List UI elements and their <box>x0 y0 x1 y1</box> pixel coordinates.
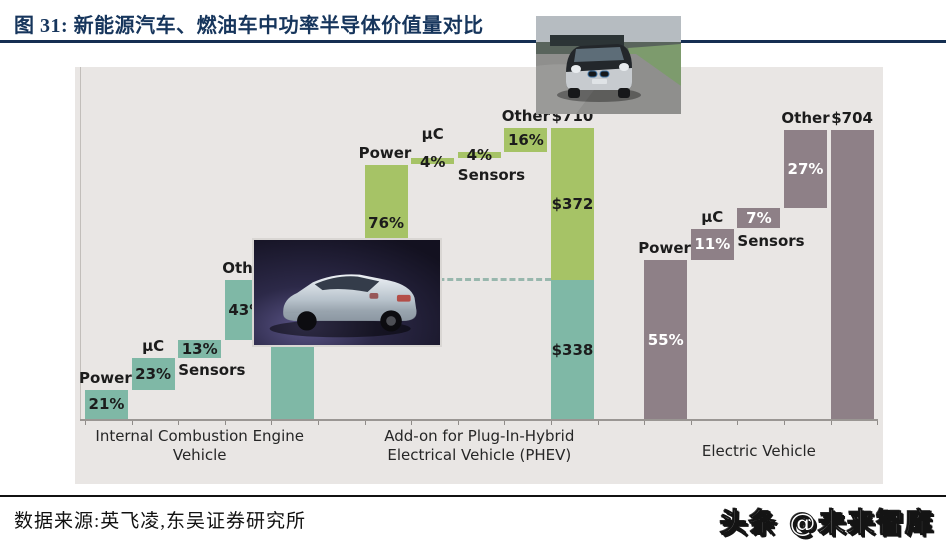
segment-bar-sensors <box>457 152 501 159</box>
axis-tick <box>271 421 273 425</box>
axis-tick <box>364 421 366 425</box>
phev-car-image <box>252 238 442 347</box>
title-divider-line <box>0 40 946 43</box>
axis-tick <box>178 421 180 425</box>
ev-car-image <box>536 16 681 114</box>
figure-title-text: 新能源汽车、燃油车中功率半导体价值量对比 <box>73 15 484 37</box>
segment-pct-label: 13% <box>181 340 218 358</box>
segment-bar-µc <box>411 158 455 165</box>
total-bar <box>830 130 874 419</box>
total-bar-base-segment <box>551 280 594 419</box>
total-value-label: $704 <box>831 109 873 128</box>
segment-name-label: Power <box>79 368 132 387</box>
segment-bar-other <box>504 127 548 153</box>
axis-tick <box>85 421 86 425</box>
segment-name-label: Sensors <box>457 166 526 185</box>
segment-name-label: Power <box>638 239 691 258</box>
y-axis-line <box>80 67 81 421</box>
axis-tick <box>457 421 459 425</box>
segment-bar-µc <box>690 228 734 261</box>
axis-tick <box>877 421 879 425</box>
segment-name-label: µC <box>142 337 165 355</box>
axis-group-label: Electric Vehicle <box>701 442 816 460</box>
axis-tick <box>551 421 552 425</box>
x-axis-line <box>80 419 878 421</box>
waterfall-chart: 21%Power23%µC13%Sensors43%Other$338Inter… <box>75 67 883 484</box>
axis-tick <box>411 421 413 425</box>
footer-divider-line <box>0 495 946 497</box>
segment-pct-label: 76% <box>368 213 405 232</box>
segment-name-label: Sensors <box>737 231 805 250</box>
segment-bar-power <box>85 389 128 419</box>
segment-pct-label: 21% <box>88 395 125 414</box>
total-base-value-label: $338 <box>551 340 594 359</box>
data-source-text: 数据来源:英飞凌,东吴证券研究所 <box>14 511 307 532</box>
axis-group-label: Internal Combustion Engine Vehicle <box>95 427 304 464</box>
segment-pct-label: 7% <box>746 209 772 228</box>
total-bar-added-segment <box>551 127 594 281</box>
total-added-value-label: $372 <box>551 195 594 214</box>
axis-group-label: Add-on for Plug-In-Hybrid Electrical Veh… <box>384 427 575 464</box>
segment-pct-label: 16% <box>507 131 544 150</box>
segment-name-label: Power <box>358 143 412 162</box>
axis-tick <box>737 421 739 425</box>
axis-tick <box>597 421 599 425</box>
axis-tick <box>224 421 226 425</box>
segment-pct-label: 11% <box>694 235 731 254</box>
sedan-photo-art <box>254 240 440 345</box>
segment-pct-label: 23% <box>135 365 172 383</box>
segment-pct-label: 27% <box>787 160 824 179</box>
axis-tick <box>131 421 133 425</box>
axis-tick <box>690 421 692 425</box>
axis-tick <box>644 421 646 425</box>
segment-pct-label: 4% <box>419 152 446 171</box>
figure-number: 图 31: <box>14 15 69 37</box>
segment-bar-power <box>644 260 688 419</box>
segment-name-label: Other <box>781 109 830 128</box>
watermark-text: 头条 @未来智库 <box>719 508 934 540</box>
axis-tick <box>784 421 785 425</box>
figure-title: 图 31: 新能源汽车、燃油车中功率半导体价值量对比 <box>14 9 484 38</box>
segment-bar-sensors <box>737 208 781 229</box>
segment-name-label: µC <box>421 125 444 144</box>
axis-tick <box>318 421 319 425</box>
segment-bar-µc <box>131 358 175 390</box>
ev-photo-art <box>536 16 681 114</box>
segment-pct-label: 55% <box>647 330 684 349</box>
axis-tick <box>504 421 506 425</box>
segment-name-label: Sensors <box>178 361 246 379</box>
axis-tick <box>830 421 832 425</box>
segment-name-label: µC <box>701 207 724 226</box>
segment-bar-sensors <box>178 340 222 358</box>
segment-pct-label: 4% <box>466 146 493 165</box>
segment-bar-other <box>784 130 827 209</box>
